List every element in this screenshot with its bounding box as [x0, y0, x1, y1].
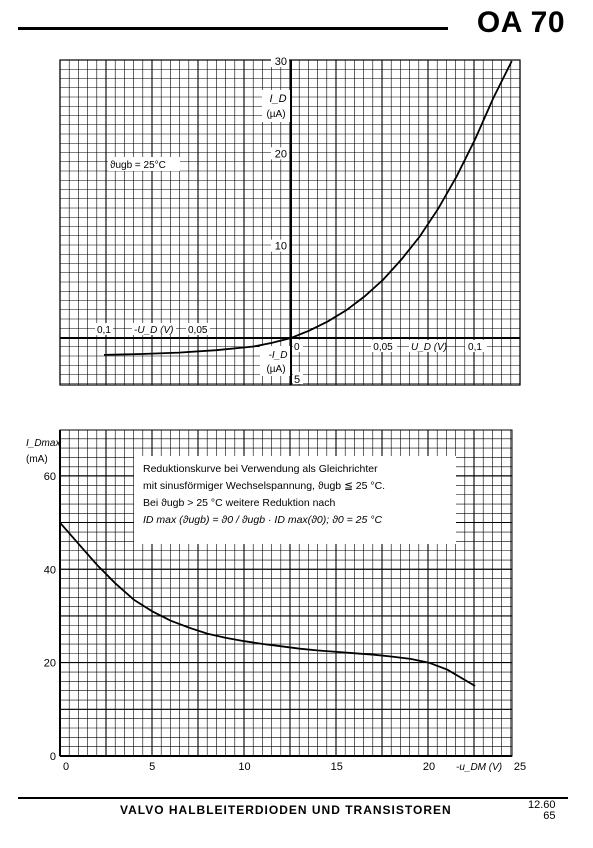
chart1-ytick-bg: [293, 372, 303, 384]
chart1-xtick-bg: [465, 340, 487, 352]
footer-date-line2: 65: [543, 810, 556, 822]
chart2-curve: [59, 522, 476, 687]
chart1-ytick-label-neg: 5: [294, 374, 300, 386]
chart2-annotation-line: ID max (ϑugb) = ϑ0 / ϑugb · ID max(ϑ0); …: [143, 514, 382, 526]
chart2-ylabel: I_Dmax: [26, 438, 61, 449]
chart1-ylabel-positive: I_D: [269, 93, 286, 105]
chart1-annotation-bg: [108, 157, 180, 171]
chart2-xtick-label: 0: [63, 761, 69, 773]
chart2-annotation-line: Reduktionskurve bei Verwendung als Gleic…: [143, 463, 378, 475]
chart2-ytick-label: 20: [44, 658, 56, 670]
footer-date: 12.60 65: [528, 800, 556, 822]
chart1-ytick-bg: [271, 147, 289, 160]
chart2-xtick-label: 25: [514, 761, 526, 773]
chart1-xtick-bg: [95, 323, 113, 335]
chart2-xtick-label: 5: [149, 761, 155, 773]
chart2-annotation-line: Bei ϑugb > 25 °C weitere Reduktion nach: [143, 497, 336, 509]
chart2-ytick-label: 60: [44, 471, 56, 483]
chart2-xlabel: -u_DM (V): [456, 762, 502, 773]
chart1-xtick-label-neg: 0,05: [188, 325, 208, 336]
chart1-ylabel-neg-bg: [260, 346, 290, 376]
chart1-ytick-label: 10: [275, 241, 287, 253]
footer-publisher: VALVO HALBLEITERDIODEN UND TRANSISTOREN: [120, 803, 452, 817]
chart2-annotation-line: mit sinusförmiger Wechselspannung, ϑugb …: [143, 480, 385, 492]
chart1-xtick-label: 0: [294, 342, 300, 353]
chart1-xlabel-negative: -U_D (V): [134, 325, 173, 336]
chart2-annotation-bg: [134, 456, 456, 544]
chart1-ylabel-negative: -I_D: [269, 350, 288, 361]
chart1-annotation: ϑugb = 25°C: [110, 160, 166, 171]
chart2-xtick-label: 15: [331, 761, 343, 773]
chart1-xtick-label: 0,1: [468, 342, 482, 353]
chart1-ytick-label: 30: [275, 56, 287, 68]
chart2-group: [59, 429, 513, 757]
chart1-xtick-bg: [293, 340, 303, 352]
chart1-ylabel-bg: [262, 90, 290, 122]
chart1-xtick-label: 0,05: [373, 342, 393, 353]
page-title: OA 70: [476, 6, 565, 39]
chart1-group: [59, 55, 521, 386]
chart1-ytick-bg: [271, 55, 289, 67]
chart2-ylabel-unit: (mA): [26, 454, 48, 465]
header-rule: [18, 27, 448, 30]
chart1-ylabel-neg-unit: (µA): [266, 364, 285, 375]
chart2-xtick-label: 10: [238, 761, 250, 773]
chart1-xtick-bg: [186, 323, 210, 335]
chart1-xtick-label-neg: 0,1: [97, 325, 111, 336]
chart1-xlabel-bg: [409, 340, 445, 352]
chart1-xlabel-bg: [132, 323, 176, 335]
chart1-ytick-label: 20: [275, 148, 287, 160]
chart2-frame: [59, 429, 513, 757]
footer-date-line1: 12.60: [528, 799, 556, 811]
chart2-ytick-label: 40: [44, 564, 56, 576]
chart1-ytick-bg: [271, 239, 289, 252]
chart1-xlabel-positive: U_D (V): [411, 342, 447, 353]
chart1-xtick-bg: [371, 340, 397, 352]
footer-rule: [18, 797, 568, 799]
chart2-ytick-label: 0: [50, 751, 56, 763]
chart1-ylabel-unit: (µA): [266, 109, 285, 120]
chart1-curve: [103, 60, 513, 356]
chart2-xtick-label: 20: [423, 761, 435, 773]
